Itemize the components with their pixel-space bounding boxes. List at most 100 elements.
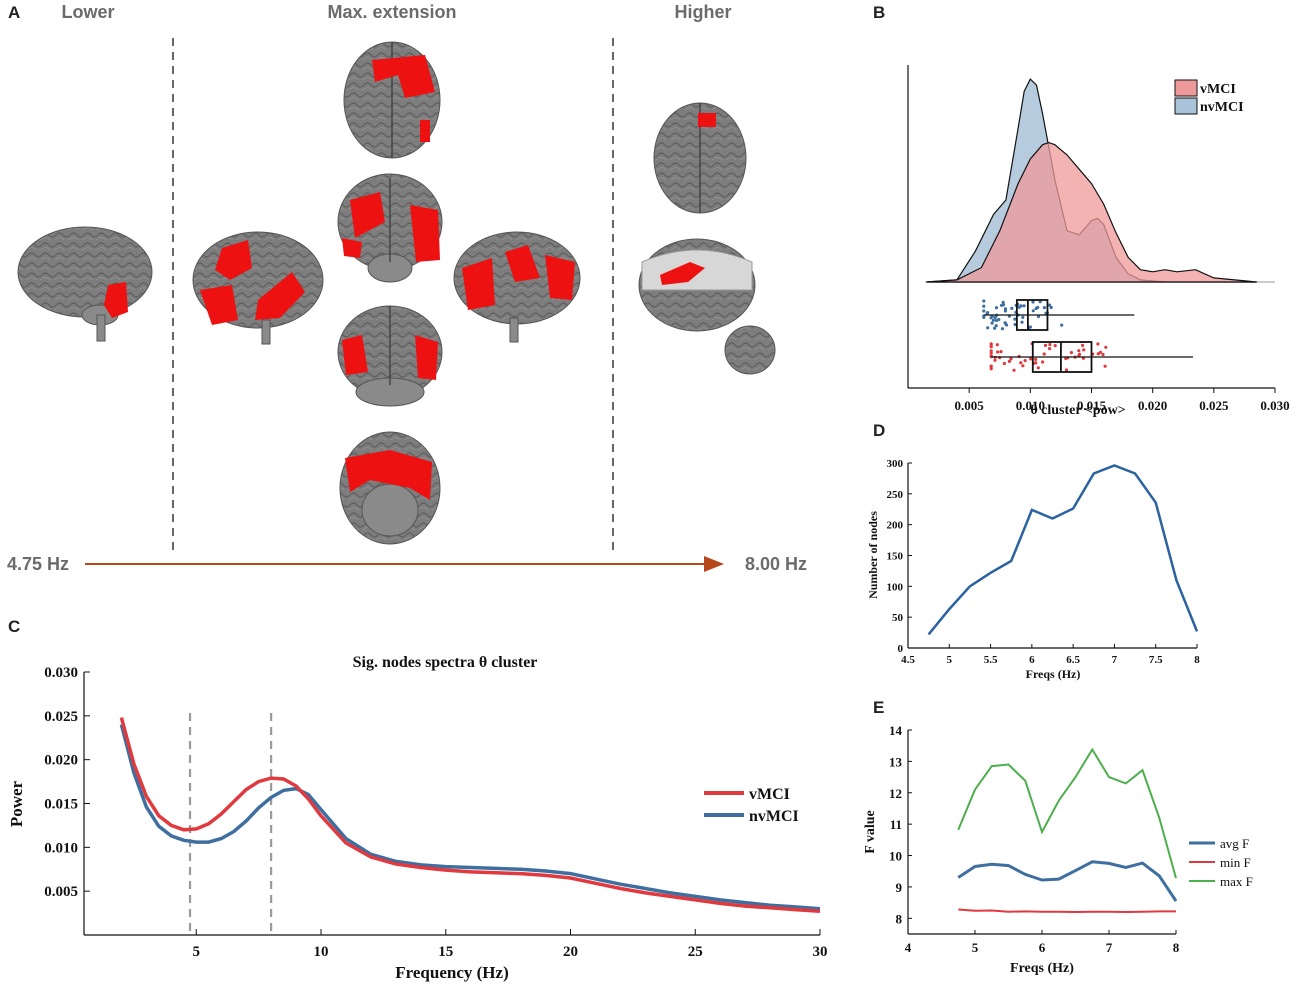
lower-header: Lower xyxy=(61,2,114,22)
panel-e-ytick-label: 12 xyxy=(889,786,902,801)
boxplot-dot xyxy=(1081,343,1085,347)
boxplot-dot xyxy=(999,350,1003,354)
boxplot-dot xyxy=(1053,344,1057,348)
panel-d-ytick-label: 250 xyxy=(887,489,904,501)
line-max-f xyxy=(957,747,1177,879)
boxplot-dot xyxy=(1003,321,1008,325)
boxplot-dot xyxy=(994,324,998,328)
boxplot-dot xyxy=(989,344,993,348)
boxplot-dot xyxy=(1007,359,1012,363)
boxplot-dot xyxy=(1064,368,1069,372)
boxplot-dot xyxy=(1038,300,1042,304)
panel-b-legend: vMCI nvMCI xyxy=(1174,79,1244,115)
boxplot-dot xyxy=(990,321,994,325)
panel-a-letter: A xyxy=(8,3,20,22)
brain-higher-small xyxy=(724,325,776,375)
panel-c-ytick-label: 0.030 xyxy=(44,665,78,681)
panel-c: C Sig. nodes spectra θ cluster 5 10 15 20 25… xyxy=(7,617,828,982)
panel-c-xtick-label: 15 xyxy=(438,944,453,960)
panel-b-xtick-label: 0.020 xyxy=(1138,398,1167,413)
boxplot-dot xyxy=(1022,304,1026,308)
boxplot-dot xyxy=(1019,361,1023,365)
boxplot-dot xyxy=(989,316,993,320)
legend-avg-f-label: avg F xyxy=(1220,836,1249,851)
panel-c-ytick-label: 0.015 xyxy=(44,797,78,813)
panel-e-ticks: 4 5 6 7 8 8 9 10 11 12 13 14 xyxy=(889,723,1180,955)
panel-e-ytick-label: 10 xyxy=(889,849,902,864)
line-nvmci xyxy=(119,724,821,911)
legend-c-vmci-label: vMCI xyxy=(749,786,790,803)
boxplot-dot xyxy=(1098,350,1103,354)
density-vmci xyxy=(926,141,1257,283)
boxplot-dot xyxy=(1001,300,1005,304)
panel-c-letter: C xyxy=(8,617,20,636)
panel-c-xtick-label: 25 xyxy=(688,944,703,960)
panel-c-xtick-label: 5 xyxy=(193,944,201,960)
brain-max-left-lateral xyxy=(192,231,324,345)
boxplot-dot xyxy=(1021,315,1025,319)
boxplot-dot xyxy=(993,358,997,362)
boxplot-dot xyxy=(995,343,999,347)
brain-max-bottom xyxy=(339,431,441,545)
panel-e-xtick-label: 5 xyxy=(972,940,979,955)
boxplot-dot xyxy=(1048,342,1052,347)
boxplot-dot xyxy=(1028,325,1032,329)
panel-e-xtick-label: 6 xyxy=(1039,940,1046,955)
legend-nvmci-swatch xyxy=(1174,97,1198,115)
panel-e-ytick-label: 14 xyxy=(889,723,903,738)
line-vmci xyxy=(119,717,821,914)
boxplot-dot xyxy=(994,306,999,310)
boxplot-dot xyxy=(1049,305,1053,310)
legend-max-f-label: max F xyxy=(1220,874,1253,889)
legend-vmci-swatch xyxy=(1174,79,1198,97)
boxplot-dot xyxy=(1101,352,1105,357)
panel-d-xtick-label: 4.5 xyxy=(901,654,915,666)
panel-b-x-ticks: 0.005 0.010 0.015 0.020 0.025 0.030 xyxy=(955,388,1290,413)
panel-e-ytick-label: 13 xyxy=(889,754,903,769)
panel-b-boxplots xyxy=(982,299,1194,373)
legend-min-f-label: min F xyxy=(1220,855,1251,870)
panel-a: A Lower Max. extension Higher xyxy=(7,2,807,574)
panel-b-xtick-label: 0.025 xyxy=(1199,398,1229,413)
panel-e-xtick-label: 4 xyxy=(905,940,912,955)
panel-d-ytick-label: 100 xyxy=(887,581,904,593)
line-min-f xyxy=(958,908,1176,914)
boxplot-dot xyxy=(991,318,996,322)
boxplot-dot xyxy=(989,364,993,368)
boxplot-box-nvmci xyxy=(1015,299,1049,331)
panel-e-ylabel: F value xyxy=(863,810,878,853)
boxplot-box-vmci xyxy=(1031,341,1093,373)
boxplot-dot xyxy=(1077,349,1081,353)
boxplot-dot xyxy=(982,304,986,308)
panel-c-ylabel: Power xyxy=(7,780,26,827)
boxplot-dot xyxy=(1042,352,1046,356)
brain-higher-cut xyxy=(638,238,756,332)
boxplot-dot xyxy=(989,367,993,371)
boxplot-dot xyxy=(1002,361,1007,366)
brain-max-right-lateral xyxy=(453,231,581,343)
legend-nvmci-label: nvMCI xyxy=(1200,100,1244,115)
boxplot-dot xyxy=(1003,309,1008,313)
boxplot-dot xyxy=(1034,361,1038,365)
panel-d-ytick-label: 300 xyxy=(887,458,904,470)
boxplot-dot xyxy=(989,351,993,355)
panel-d-xtick-label: 6.5 xyxy=(1066,654,1080,666)
boxplot-dot xyxy=(1069,351,1073,355)
panel-b-xtick-label: 0.010 xyxy=(1016,398,1045,413)
boxplot-dot xyxy=(997,317,1001,322)
panel-e-xtick-label: 7 xyxy=(1106,940,1113,955)
panel-d-xtick-label: 5.5 xyxy=(984,654,998,666)
panel-e-xtick-label: 8 xyxy=(1173,940,1180,955)
higher-header: Higher xyxy=(674,2,731,22)
boxplot-dot xyxy=(1013,322,1017,327)
brain-max-front xyxy=(337,173,443,283)
boxplot-dot xyxy=(1096,342,1100,346)
panel-e-ytick-label: 8 xyxy=(896,911,903,926)
panel-d-ytick-label: 0 xyxy=(898,643,904,655)
line-avg-f xyxy=(957,860,1178,902)
panel-e-ytick-label: 11 xyxy=(890,817,902,832)
panel-d-letter: D xyxy=(873,421,885,440)
boxplot-dot xyxy=(986,326,990,330)
panel-c-xtick-label: 20 xyxy=(563,944,578,960)
boxplot-dot xyxy=(1021,364,1025,368)
